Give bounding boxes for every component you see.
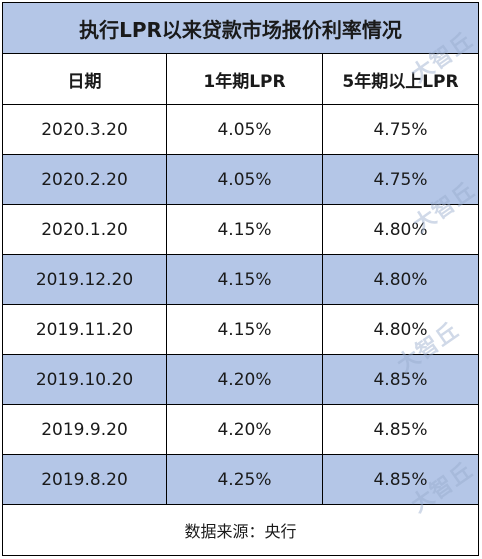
column-header-lpr-5y: 5年期以上LPR (322, 53, 479, 105)
cell-lpr-5y: 4.85% (322, 354, 479, 405)
cell-date: 2020.1.20 (2, 204, 167, 255)
cell-lpr-5y: 4.80% (322, 204, 479, 255)
table-row: 2019.12.20 4.15% 4.80% (2, 254, 479, 305)
cell-date: 2019.9.20 (2, 404, 167, 455)
cell-lpr-1y: 4.20% (166, 354, 323, 405)
cell-lpr-5y: 4.85% (322, 404, 479, 455)
cell-lpr-5y: 4.80% (322, 304, 479, 355)
table-row: 2020.2.20 4.05% 4.75% (2, 154, 479, 205)
column-header-date: 日期 (2, 53, 167, 105)
cell-lpr-5y: 4.75% (322, 154, 479, 205)
cell-lpr-5y: 4.80% (322, 254, 479, 305)
cell-lpr-1y: 4.15% (166, 304, 323, 355)
source-row: 数据来源：央行 (2, 504, 479, 556)
table-row: 2019.8.20 4.25% 4.85% (2, 454, 479, 505)
table-row: 2019.11.20 4.15% 4.80% (2, 304, 479, 355)
table-row: 2020.1.20 4.15% 4.80% (2, 204, 479, 255)
cell-lpr-1y: 4.15% (166, 254, 323, 305)
cell-date: 2019.8.20 (2, 454, 167, 505)
cell-lpr-1y: 4.05% (166, 154, 323, 205)
cell-date: 2019.10.20 (2, 354, 167, 405)
cell-date: 2020.3.20 (2, 104, 167, 155)
cell-lpr-5y: 4.85% (322, 454, 479, 505)
column-header-row: 日期 1年期LPR 5年期以上LPR (2, 53, 479, 105)
cell-lpr-1y: 4.20% (166, 404, 323, 455)
table-title-row: 执行LPR以来贷款市场报价利率情况 (2, 2, 479, 54)
column-header-lpr-1y: 1年期LPR (166, 53, 323, 105)
table-title: 执行LPR以来贷款市场报价利率情况 (2, 2, 479, 54)
cell-date: 2019.11.20 (2, 304, 167, 355)
table-row: 2019.10.20 4.20% 4.85% (2, 354, 479, 405)
source-note: 数据来源：央行 (2, 504, 479, 556)
cell-lpr-1y: 4.15% (166, 204, 323, 255)
cell-date: 2020.2.20 (2, 154, 167, 205)
cell-lpr-1y: 4.25% (166, 454, 323, 505)
cell-lpr-1y: 4.05% (166, 104, 323, 155)
table-row: 2020.3.20 4.05% 4.75% (2, 104, 479, 155)
cell-lpr-5y: 4.75% (322, 104, 479, 155)
table-row: 2019.9.20 4.20% 4.85% (2, 404, 479, 455)
cell-date: 2019.12.20 (2, 254, 167, 305)
